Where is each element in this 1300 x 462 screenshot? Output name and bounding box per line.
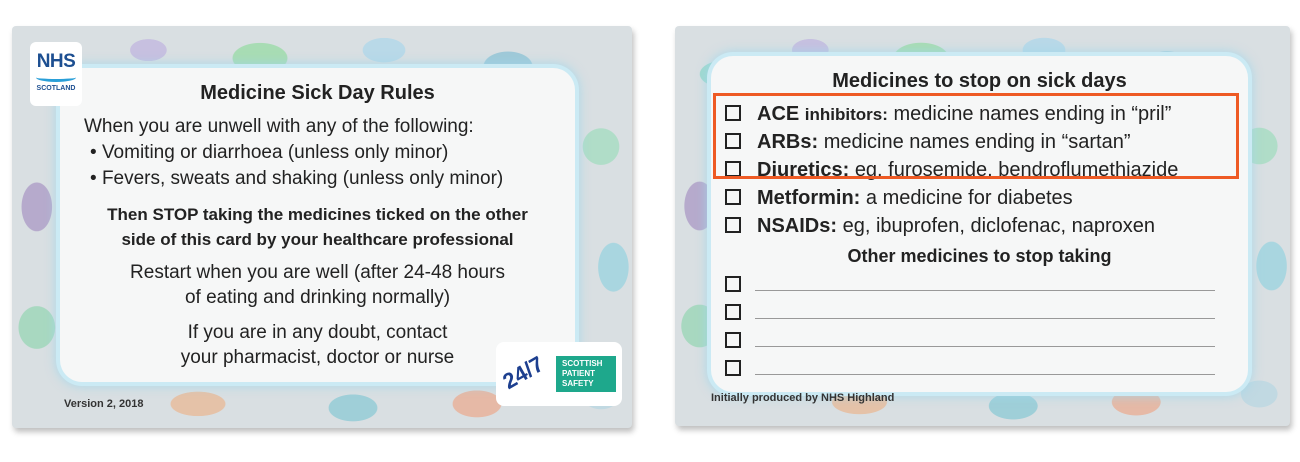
medicine-name: ACE bbox=[757, 103, 800, 125]
highlight-box bbox=[713, 93, 1239, 179]
write-line[interactable] bbox=[755, 346, 1215, 347]
checkbox[interactable] bbox=[725, 133, 741, 149]
card-title: Medicines to stop on sick days bbox=[832, 70, 1127, 92]
other-medicines-heading: Other medicines to stop taking bbox=[847, 246, 1112, 266]
front-card: Medicine Sick Day Rules When you are unw… bbox=[12, 26, 632, 428]
logo-line: SAFETY bbox=[562, 379, 594, 388]
checkbox[interactable] bbox=[725, 332, 741, 348]
front-panel: Medicine Sick Day Rules When you are unw… bbox=[60, 68, 575, 382]
medicine-desc: eg, ibuprofen, diclofenac, naproxen bbox=[842, 215, 1156, 237]
checkbox[interactable] bbox=[725, 189, 741, 205]
medicine-name-suffix: inhibitors: bbox=[804, 105, 888, 124]
logo-number: 24/7 bbox=[498, 351, 548, 395]
intro-line: When you are unwell with any of the foll… bbox=[84, 116, 474, 137]
saltire-wave-icon bbox=[36, 73, 76, 82]
medicine-item-metformin: Metformin: a medicine for diabetes bbox=[725, 184, 1178, 212]
checkbox[interactable] bbox=[725, 304, 741, 320]
back-panel: Medicines to stop on sick days ACE inhib… bbox=[711, 56, 1248, 392]
checkbox[interactable] bbox=[725, 105, 741, 121]
checkbox[interactable] bbox=[725, 276, 741, 292]
nhs-scotland-logo: NHS SCOTLAND bbox=[30, 42, 82, 106]
medicine-desc: eg, furosemide, bendroflumethiazide bbox=[854, 159, 1179, 181]
medicine-name: ARBs: bbox=[757, 131, 819, 153]
checkbox[interactable] bbox=[725, 360, 741, 376]
bullet-text: Fevers, sweats and shaking (unless only … bbox=[101, 168, 504, 189]
medicine-item-diuretics: Diuretics: eg, furosemide, bendroflumeth… bbox=[725, 156, 1178, 184]
medicine-item-ace: ACE inhibitors: medicine names ending in… bbox=[725, 100, 1178, 128]
doubt-instruction: If you are in any doubt, contact your ph… bbox=[60, 320, 575, 370]
footer-credit: Initially produced by NHS Highland bbox=[711, 392, 895, 404]
logo-line: PATIENT bbox=[562, 369, 596, 378]
medicine-desc: medicine names ending in “sartan” bbox=[823, 131, 1131, 153]
logo-subtitle: SCOTLAND bbox=[36, 85, 76, 92]
medicine-desc: a medicine for diabetes bbox=[865, 187, 1073, 209]
stop-instruction: Then STOP taking the medicines ticked on… bbox=[60, 202, 575, 252]
write-line[interactable] bbox=[755, 374, 1215, 375]
stop-line: Then STOP taking the medicines ticked on… bbox=[107, 205, 528, 224]
medicine-item-nsaids: NSAIDs: eg, ibuprofen, diclofenac, napro… bbox=[725, 212, 1178, 240]
logo-text: NHS bbox=[36, 51, 76, 72]
medicine-list: ACE inhibitors: medicine names ending in… bbox=[725, 100, 1178, 240]
medicine-desc: medicine names ending in “pril” bbox=[893, 103, 1172, 125]
medicine-name: Diuretics: bbox=[757, 159, 850, 181]
checkbox[interactable] bbox=[725, 217, 741, 233]
medicine-name: Metformin: bbox=[757, 187, 861, 209]
medicine-name: NSAIDs: bbox=[757, 215, 838, 237]
stop-line: side of this card by your healthcare pro… bbox=[121, 230, 514, 249]
doubt-line: your pharmacist, doctor or nurse bbox=[180, 347, 455, 368]
logo-line: SCOTTISH bbox=[562, 359, 603, 368]
logo-band: SCOTTISH PATIENT SAFETY bbox=[556, 356, 616, 392]
doubt-line: If you are in any doubt, contact bbox=[187, 322, 448, 343]
bullet-item: • Fevers, sweats and shaking (unless onl… bbox=[90, 168, 504, 189]
intro-text: When you are unwell with any of the foll… bbox=[84, 114, 503, 192]
bullet-text: Vomiting or diarrhoea (unless only minor… bbox=[101, 142, 449, 163]
write-line[interactable] bbox=[755, 290, 1215, 291]
version-label: Version 2, 2018 bbox=[64, 398, 144, 410]
bullet-item: • Vomiting or diarrhoea (unless only min… bbox=[90, 142, 449, 163]
restart-line: of eating and drinking normally) bbox=[184, 287, 451, 308]
patient-safety-logo: 24/7 SCOTTISH PATIENT SAFETY bbox=[496, 342, 622, 406]
card-title: Medicine Sick Day Rules bbox=[200, 82, 435, 104]
restart-line: Restart when you are well (after 24-48 h… bbox=[130, 262, 505, 283]
back-card: Medicines to stop on sick days ACE inhib… bbox=[675, 26, 1290, 426]
restart-instruction: Restart when you are well (after 24-48 h… bbox=[60, 260, 575, 310]
medicine-item-arbs: ARBs: medicine names ending in “sartan” bbox=[725, 128, 1178, 156]
write-line[interactable] bbox=[755, 318, 1215, 319]
